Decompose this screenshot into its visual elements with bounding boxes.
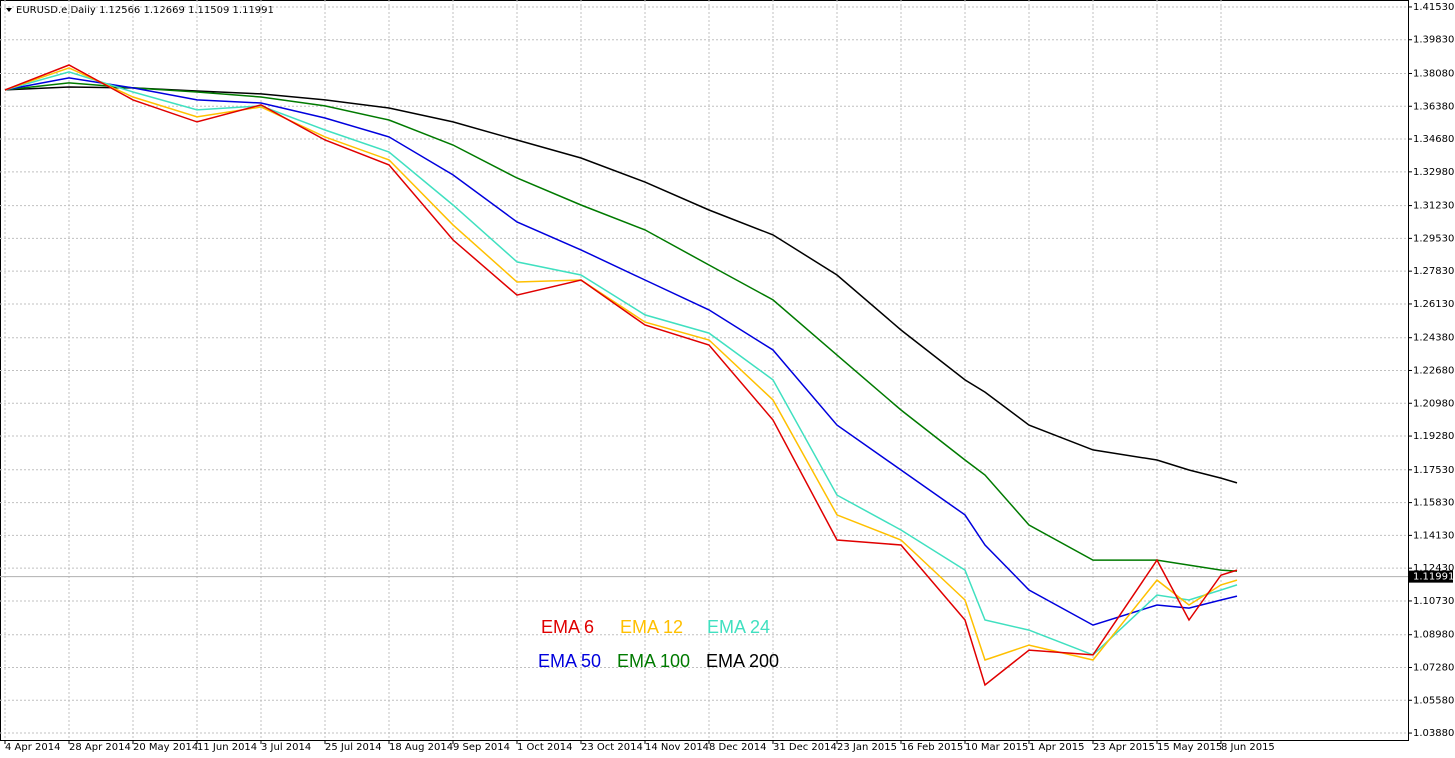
legend-label: EMA 24 [707, 617, 770, 637]
legend-label: EMA 100 [617, 651, 690, 671]
legend-label: EMA 50 [538, 651, 601, 671]
y-tick-label: 1.31230 [1413, 201, 1454, 212]
price-box [1409, 570, 1453, 583]
y-tick-label: 1.19280 [1413, 431, 1454, 442]
header-arrow [6, 8, 12, 12]
x-tick-label: 14 Nov 2014 [645, 742, 709, 753]
y-tick-label: 1.05580 [1413, 695, 1454, 706]
x-tick-label: 18 Aug 2014 [389, 742, 453, 753]
x-tick-label: 23 Oct 2014 [581, 742, 643, 753]
ema-line [4, 71, 1238, 656]
y-tick-label: 1.32980 [1413, 167, 1454, 178]
y-tick-label: 1.29530 [1413, 233, 1454, 244]
y-tick-label: 1.03880 [1413, 728, 1454, 739]
y-tick-label: 1.12430 [1413, 563, 1454, 574]
y-tick-label: 1.39830 [1413, 35, 1454, 46]
x-tick-label: 9 Sep 2014 [453, 742, 510, 753]
y-tick-label: 1.38080 [1413, 68, 1454, 79]
x-tick-label: 1 Apr 2015 [1029, 742, 1084, 753]
y-tick-label: 1.07280 [1413, 662, 1454, 673]
ema-line [4, 82, 1238, 572]
x-tick-label: 11 Jun 2014 [197, 742, 257, 753]
x-tick-label: 25 Jul 2014 [325, 742, 382, 753]
y-tick-label: 1.15830 [1413, 498, 1454, 509]
x-tick-label: 23 Apr 2015 [1093, 742, 1155, 753]
ema-line [4, 86, 1238, 484]
legend-label: EMA 6 [541, 617, 594, 637]
y-tick-label: 1.27830 [1413, 266, 1454, 277]
x-tick-label: 8 Dec 2014 [709, 742, 767, 753]
y-tick-label: 1.26130 [1413, 299, 1454, 310]
x-tick-label: 23 Jan 2015 [837, 742, 897, 753]
ema-line [4, 64, 1238, 687]
y-tick-label: 1.08980 [1413, 630, 1454, 641]
x-tick-label: 10 Mar 2015 [965, 742, 1028, 753]
x-tick-label: 3 Jul 2014 [261, 742, 311, 753]
chart-title: EURUSD.e,Daily 1.12566 1.12669 1.11509 1… [16, 5, 274, 16]
y-tick-label: 1.14130 [1413, 530, 1454, 541]
y-tick-label: 1.10730 [1413, 596, 1454, 607]
y-tick-label: 1.24380 [1413, 333, 1454, 344]
y-tick-label: 1.20980 [1413, 398, 1454, 409]
y-tick-label: 1.41530 [1413, 2, 1454, 13]
x-tick-label: 31 Dec 2014 [773, 742, 837, 753]
x-tick-label: 20 May 2014 [133, 742, 198, 753]
y-tick-label: 1.22680 [1413, 365, 1454, 376]
x-tick-label: 16 Feb 2015 [901, 742, 963, 753]
y-tick-label: 1.36380 [1413, 101, 1454, 112]
price-label: 1.11991 [1413, 572, 1454, 583]
y-tick-label: 1.34680 [1413, 134, 1454, 145]
x-tick-label: 1 Oct 2014 [517, 742, 572, 753]
y-tick-label: 1.17530 [1413, 465, 1454, 476]
ema-line [4, 77, 1238, 626]
x-tick-label: 8 Jun 2015 [1221, 742, 1275, 753]
x-tick-label: 28 Apr 2014 [69, 742, 131, 753]
x-tick-label: 4 Apr 2014 [5, 742, 60, 753]
legend-label: EMA 200 [706, 651, 779, 671]
x-tick-label: 15 May 2015 [1157, 742, 1222, 753]
legend-label: EMA 12 [620, 617, 683, 637]
